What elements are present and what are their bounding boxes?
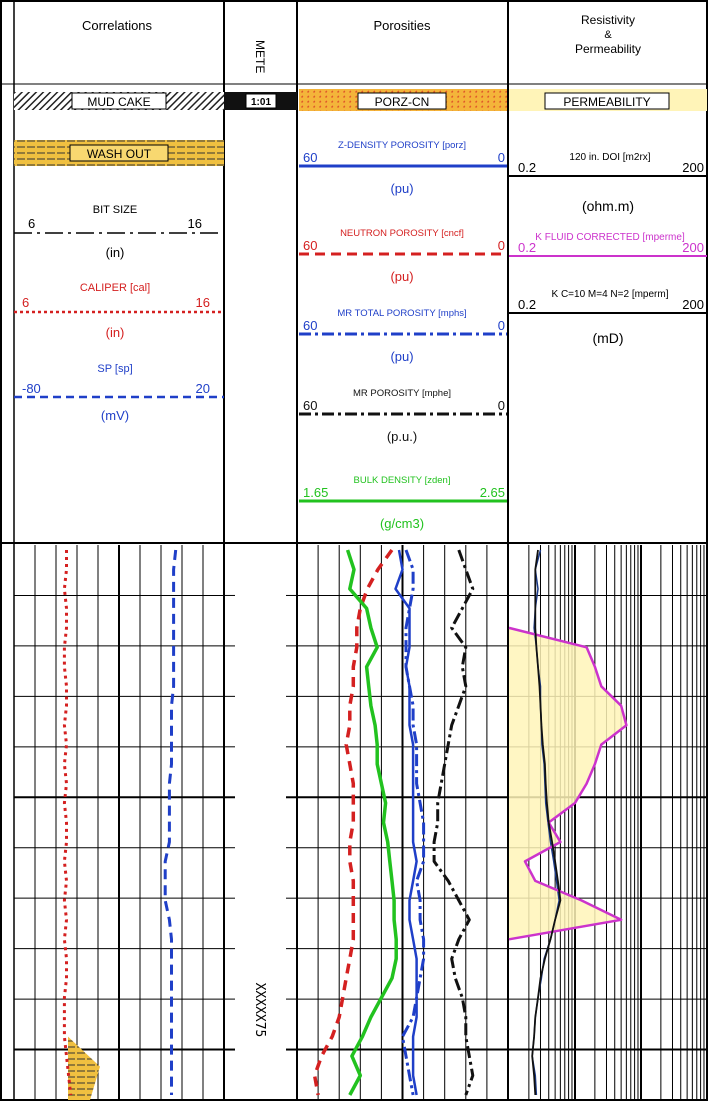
porosity-curve-max: 0: [498, 150, 505, 165]
porosity-curve-min: 1.65: [303, 485, 328, 500]
curve-neutron-porosity-cncf: [312, 548, 394, 1096]
log-grid: [14, 545, 708, 1100]
curve-caliper-cal: [62, 550, 73, 1096]
caliper-min: 6: [22, 295, 29, 310]
depth-label: XXXXX75: [252, 983, 267, 1038]
sp-name: SP [sp]: [97, 363, 132, 375]
depth-badge: 1:01: [251, 97, 271, 108]
porosity-curve-min: 60: [303, 318, 317, 333]
resistivity-curve-max: 200: [682, 240, 704, 255]
porosity-curve-max: 0: [498, 318, 505, 333]
curve-bulk-density-zden: [345, 549, 398, 1096]
caliper-unit: (in): [106, 325, 125, 340]
curve-mr-porosity-mphe: [432, 549, 475, 1096]
caliper-max: 16: [196, 295, 210, 310]
resistivity-header: Resistivity & Permeability PERMEABILITY: [509, 13, 707, 111]
curve-k-c-10-m-4-n-2-mperm: [531, 549, 562, 1096]
correlations-title: Correlations: [82, 18, 153, 33]
sp-min: -80: [22, 381, 41, 396]
porosity-curve-name: BULK DENSITY [zden]: [354, 475, 451, 486]
porosity-curve-name: MR TOTAL POROSITY [mphs]: [337, 308, 466, 319]
porosities-header: Porosities PORZ-CN: [299, 18, 507, 111]
curve-mr-total-porosity-mphs: [401, 549, 426, 1096]
resistivity-curve-name: K C=10 M=4 N=2 [mperm]: [552, 289, 669, 300]
porosity-curve-max: 0: [498, 398, 505, 413]
porosity-curve-unit: (g/cm3): [380, 516, 424, 531]
bit-size-max: 16: [188, 216, 202, 231]
permeability-label: PERMEABILITY: [563, 95, 650, 109]
depth-title: METE: [253, 40, 267, 73]
resistivity-curve-min: 0.2: [518, 160, 536, 175]
resistivity-curve-max: 200: [682, 297, 704, 312]
wash-out-fill: [68, 1036, 100, 1100]
resistivity-amp: &: [604, 29, 612, 41]
bit-size-min: 6: [28, 216, 35, 231]
sp-max: 20: [196, 381, 210, 396]
resistivity-curve-name: 120 in. DOI [m2rx]: [569, 152, 650, 163]
mud-cake-label: MUD CAKE: [87, 95, 150, 109]
permeability-title: Permeability: [575, 42, 641, 56]
resistivity-curve-min: 0.2: [518, 240, 536, 255]
resistivity-curve-min: 0.2: [518, 297, 536, 312]
permeability-fill: [509, 627, 627, 940]
resistivity-curve-name: K FLUID CORRECTED [mperme]: [535, 232, 685, 243]
porosity-curve-min: 60: [303, 238, 317, 253]
porosity-curve-name: Z-DENSITY POROSITY [porz]: [338, 140, 466, 151]
log-curves: [62, 548, 628, 1096]
porosity-curve-unit: (pu): [390, 269, 413, 284]
resistivity-curve-unit: (ohm.m): [582, 198, 634, 214]
porosity-curve-headers: Z-DENSITY POROSITY [porz] 60 0 (pu) NEUTRON …: [299, 140, 507, 531]
porosity-curve-unit: (p.u.): [387, 429, 417, 444]
wash-out-label: WASH OUT: [87, 147, 152, 161]
porosity-curve-min: 60: [303, 150, 317, 165]
resistivity-title: Resistivity: [581, 13, 635, 27]
depth-header: METE 1:01: [224, 40, 297, 110]
curve-k-fluid-corrected-mperme: [508, 626, 628, 941]
porosity-curve-unit: (pu): [390, 349, 413, 364]
porosity-curve-max: 0: [498, 238, 505, 253]
resistivity-curve-max: 200: [682, 160, 704, 175]
bit-size-name: BIT SIZE: [93, 204, 137, 216]
porosity-curve-min: 60: [303, 398, 317, 413]
porosities-title: Porosities: [373, 18, 431, 33]
resistivity-curve-unit: (mD): [592, 330, 623, 346]
bit-size-unit: (in): [106, 245, 125, 260]
correlations-header: Correlations MUD CAKE WASH OUT BIT SIZE …: [14, 18, 224, 423]
log-fills: [68, 627, 627, 1100]
sp-unit: (mV): [101, 408, 129, 423]
porosity-curve-name: NEUTRON POROSITY [cncf]: [340, 228, 464, 239]
resistivity-curve-headers: 120 in. DOI [m2rx] 0.2 200 (ohm.m) K FLUID C…: [509, 152, 707, 346]
porosity-curve-unit: (pu): [390, 181, 413, 196]
curve-sp-sp: [163, 549, 178, 1095]
porz-label: PORZ-CN: [375, 95, 430, 109]
caliper-name: CALIPER [cal]: [80, 282, 150, 294]
porosity-curve-max: 2.65: [480, 485, 505, 500]
porosity-curve-name: MR POROSITY [mphe]: [353, 388, 451, 399]
